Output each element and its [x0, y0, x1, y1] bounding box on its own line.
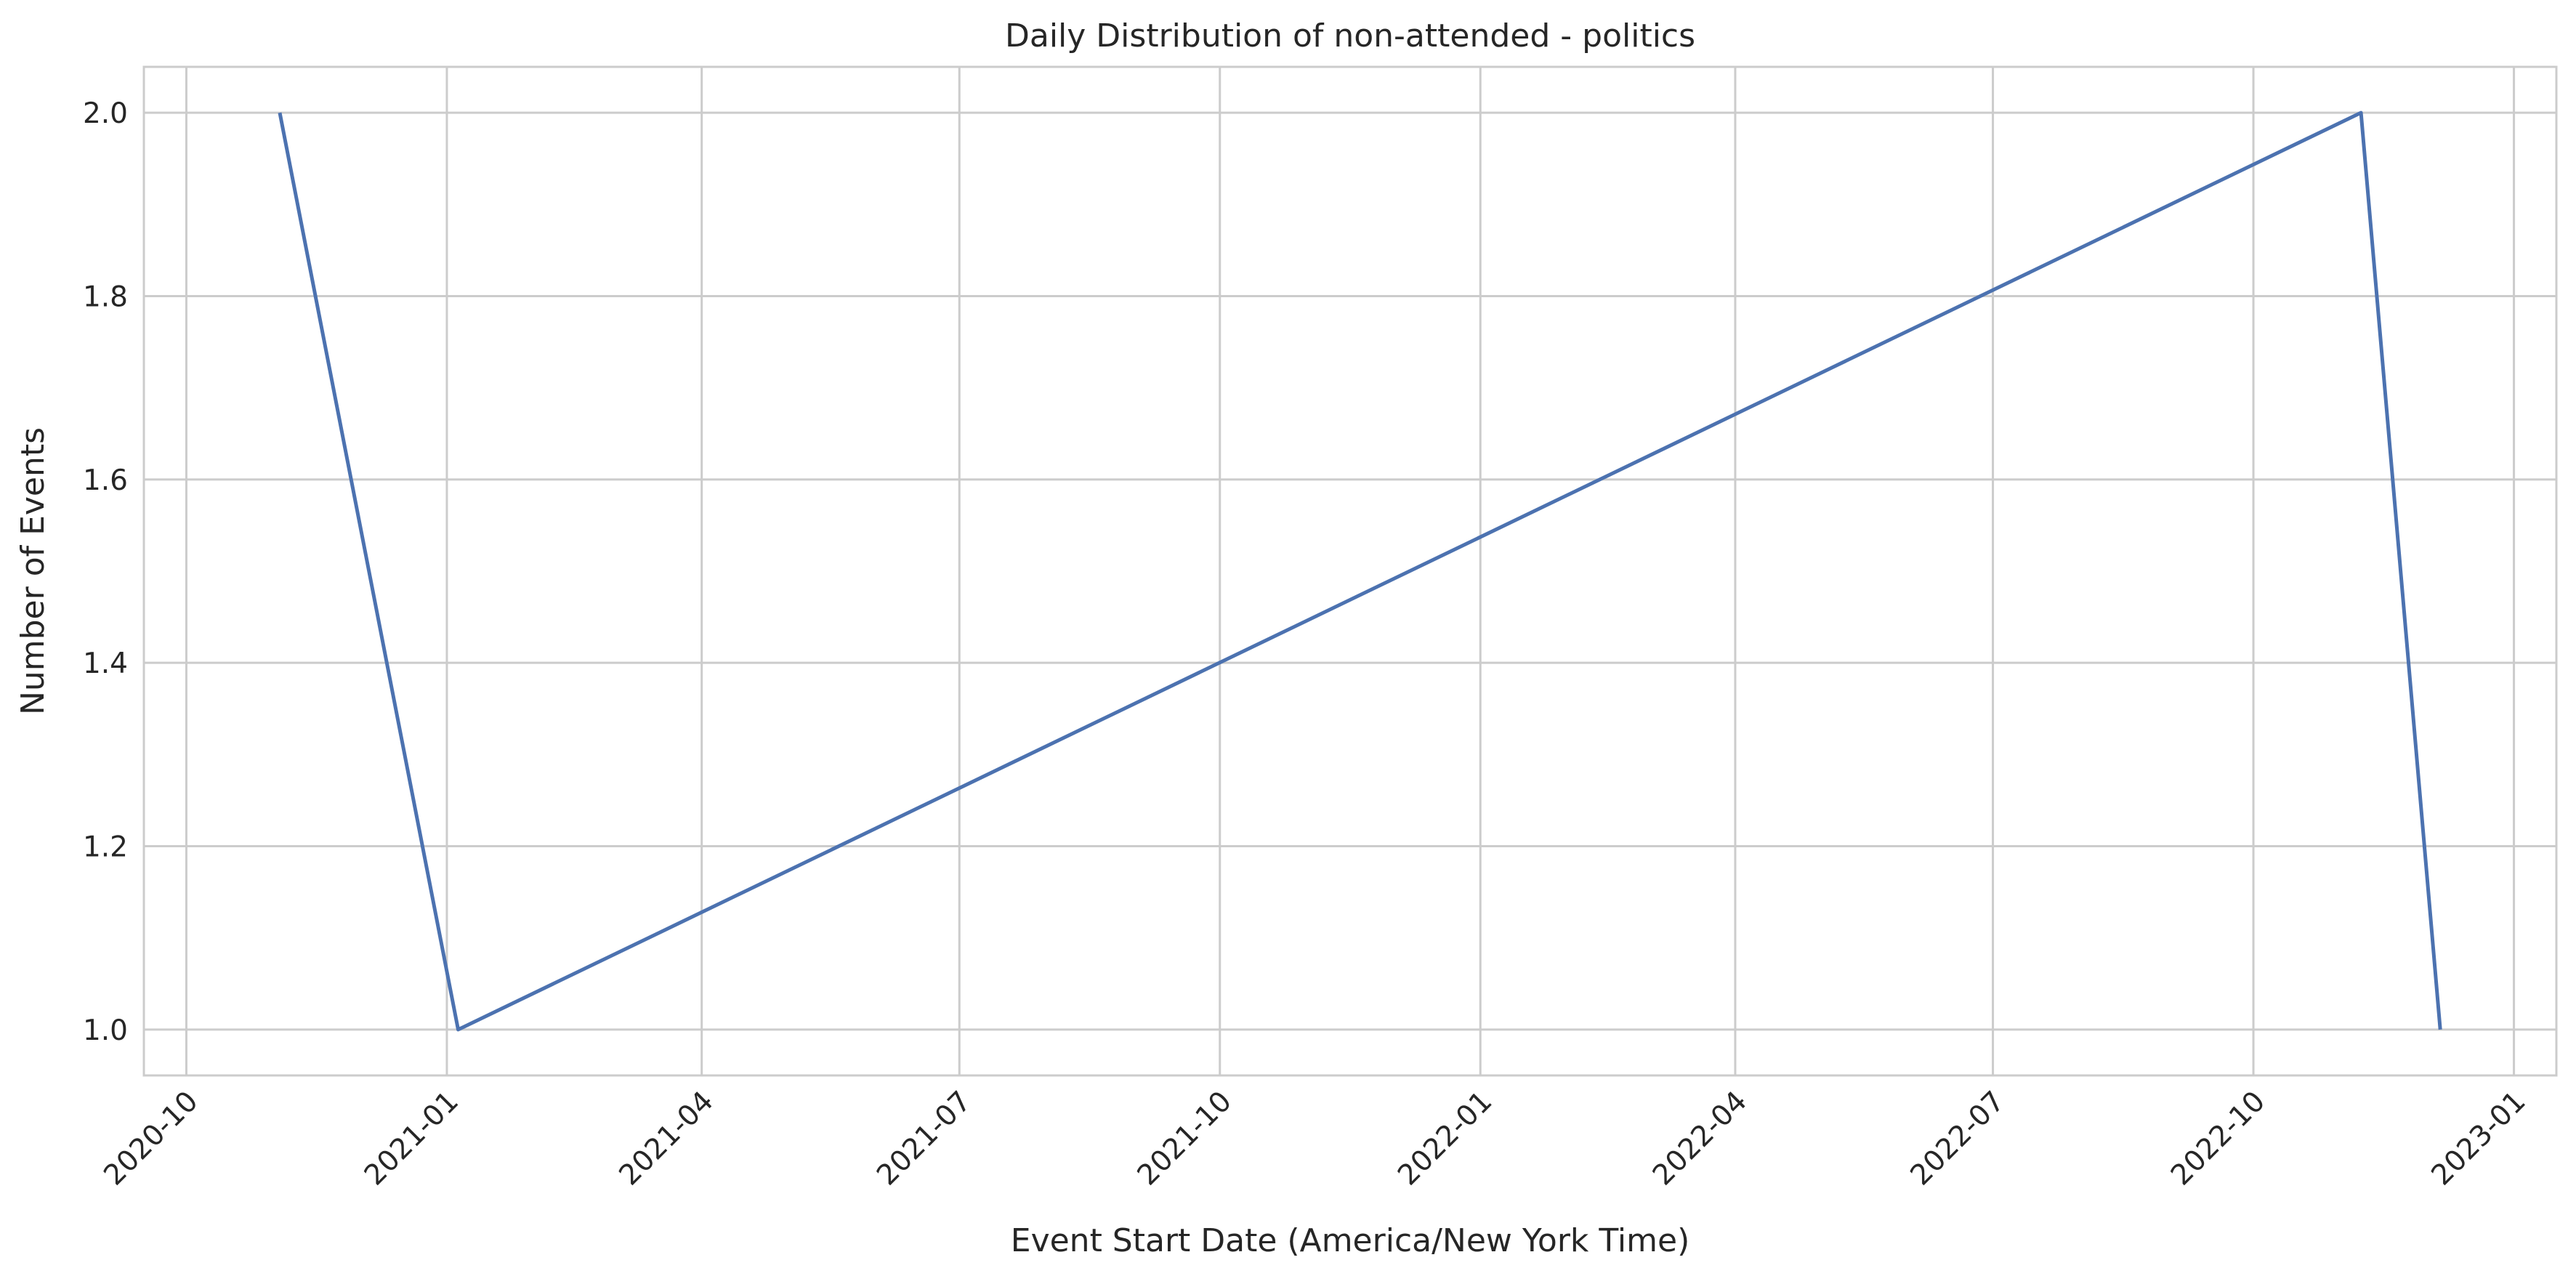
chart-title: Daily Distribution of non-attended - pol…	[1005, 17, 1695, 54]
series-line	[278, 110, 2442, 1032]
y-tick-label: 1.4	[83, 647, 128, 680]
y-tick-label: 1.2	[83, 831, 128, 864]
y-tick-label: 1.8	[83, 280, 128, 313]
grid	[144, 67, 2556, 1075]
series-layer	[278, 110, 2442, 1032]
y-axis-label: Number of Events	[15, 427, 52, 715]
x-axis-label: Event Start Date (America/New York Time)	[1011, 1222, 1689, 1259]
y-tick-label: 1.0	[83, 1014, 128, 1047]
y-tick-label: 2.0	[83, 97, 128, 130]
plot-frame	[142, 65, 2558, 1077]
y-tick-label: 1.6	[83, 464, 128, 497]
